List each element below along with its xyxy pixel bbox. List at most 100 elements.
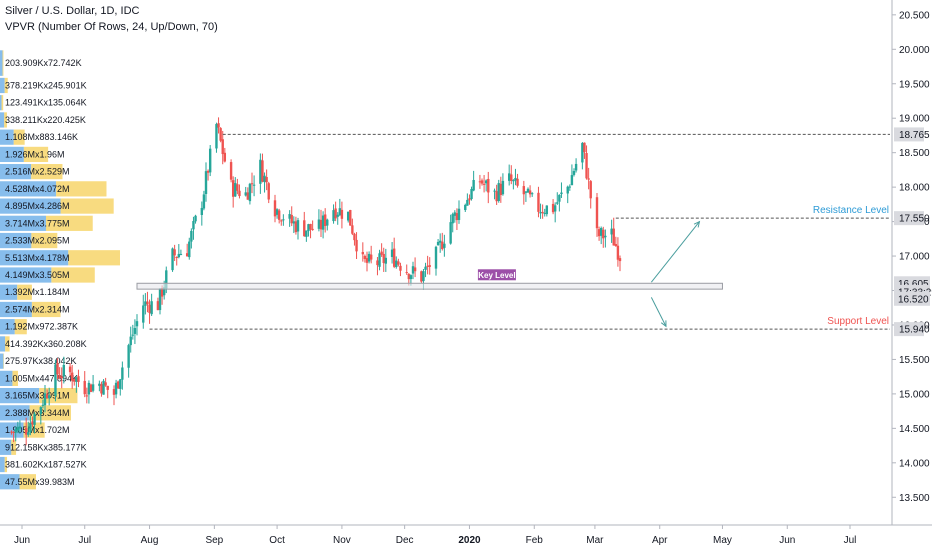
price-tag-label: 16.605	[898, 279, 929, 290]
candle-body	[426, 265, 429, 267]
candle-body	[234, 183, 237, 197]
candle-body	[83, 380, 86, 395]
vp-bar-up	[0, 319, 15, 335]
x-tick-label: Jul	[844, 535, 857, 546]
vp-bar-down	[1, 95, 4, 111]
candle-body	[58, 375, 61, 378]
candle-body	[129, 336, 132, 346]
candle-body	[24, 428, 28, 435]
candle-body	[411, 266, 415, 274]
candle-body	[428, 265, 431, 267]
x-tick-label: Dec	[396, 535, 414, 546]
candle-body	[177, 253, 181, 258]
candle-body	[455, 213, 459, 221]
candle-body	[305, 230, 308, 237]
vp-bar-up	[0, 215, 46, 231]
level-price-tag	[894, 211, 924, 226]
candle-body	[346, 211, 350, 221]
candle-body	[70, 372, 74, 381]
candle-body	[363, 255, 367, 259]
candle-body	[148, 304, 151, 313]
vp-bar-down	[4, 77, 8, 94]
candle-body	[273, 200, 277, 217]
candle-body	[349, 210, 352, 226]
x-tick-label: Jun	[14, 535, 30, 546]
candle-body	[572, 171, 576, 175]
candle-body	[397, 261, 400, 265]
candle-body	[190, 230, 193, 242]
vp-bar-up	[0, 439, 12, 455]
candle-body	[585, 153, 588, 179]
candle-body	[618, 258, 622, 262]
candle-body	[131, 334, 135, 336]
candle-body	[436, 241, 440, 246]
x-tick-label: Jul	[78, 535, 91, 546]
y-tick-label: 18.500	[899, 148, 930, 159]
candle-body	[231, 180, 235, 197]
candle-body	[116, 381, 120, 389]
vp-bar-down	[45, 215, 93, 231]
candle-body	[188, 241, 191, 258]
vp-row-label: 338.211Kx220.425K	[5, 115, 86, 125]
candle-body	[56, 363, 59, 375]
candle-body	[173, 249, 176, 256]
candle-body	[121, 367, 124, 380]
candle-body	[238, 190, 241, 197]
candle-body	[524, 191, 528, 193]
candle-body	[89, 384, 93, 392]
candle-body	[464, 204, 467, 211]
candle-body	[543, 212, 546, 214]
candle-body	[443, 243, 446, 248]
vp-bar-up	[0, 112, 5, 128]
candle-body	[326, 219, 329, 226]
candle-body	[208, 148, 212, 173]
candle-body	[340, 209, 344, 219]
vp-bar-down	[5, 336, 10, 352]
candle-body	[146, 301, 149, 305]
candle-body	[597, 229, 601, 237]
candle-body	[338, 208, 342, 216]
candle-body	[369, 254, 373, 260]
y-tick-label: 15.000	[899, 389, 930, 400]
candle-body	[560, 192, 563, 195]
candle-body	[424, 266, 427, 270]
candle-body	[482, 183, 486, 185]
vp-bar-down	[31, 232, 58, 249]
candle-body	[43, 393, 47, 406]
vp-row-label: 381.602Kx187.527K	[5, 460, 87, 470]
candle-body	[29, 423, 32, 433]
candle-body	[250, 183, 254, 185]
candle-body	[135, 321, 139, 327]
candle-body	[382, 253, 385, 263]
candle-body	[616, 245, 620, 260]
candle-body	[380, 251, 383, 255]
key-level-zone	[136, 282, 723, 290]
candle-body	[175, 256, 178, 258]
candle-body	[558, 194, 561, 202]
candle-body	[568, 186, 572, 188]
candle-body	[292, 221, 296, 224]
vp-row-label: 2.516Mx2.529M	[5, 167, 70, 177]
candle-body	[206, 170, 210, 173]
candle-body	[127, 345, 130, 368]
candle-body	[392, 248, 396, 267]
y-tick-label: 14.000	[899, 458, 930, 469]
candle-body	[468, 198, 471, 201]
vp-row-label: 414.392Kx360.208K	[5, 339, 87, 349]
candle-body	[353, 233, 356, 241]
candle-body	[413, 267, 417, 272]
candle-body	[194, 215, 197, 222]
level-price-label: 15.940	[899, 325, 930, 336]
vp-bar-down	[68, 250, 120, 266]
candle-body	[480, 180, 484, 184]
vp-bar-down	[4, 112, 7, 128]
candle-body	[104, 382, 107, 386]
projection-arrow	[650, 221, 700, 283]
candle-body	[261, 160, 264, 182]
candle-body	[583, 142, 586, 153]
candle-body	[303, 220, 306, 237]
candle-body	[537, 192, 540, 212]
candle-body	[252, 184, 256, 186]
candle-body	[215, 124, 218, 149]
